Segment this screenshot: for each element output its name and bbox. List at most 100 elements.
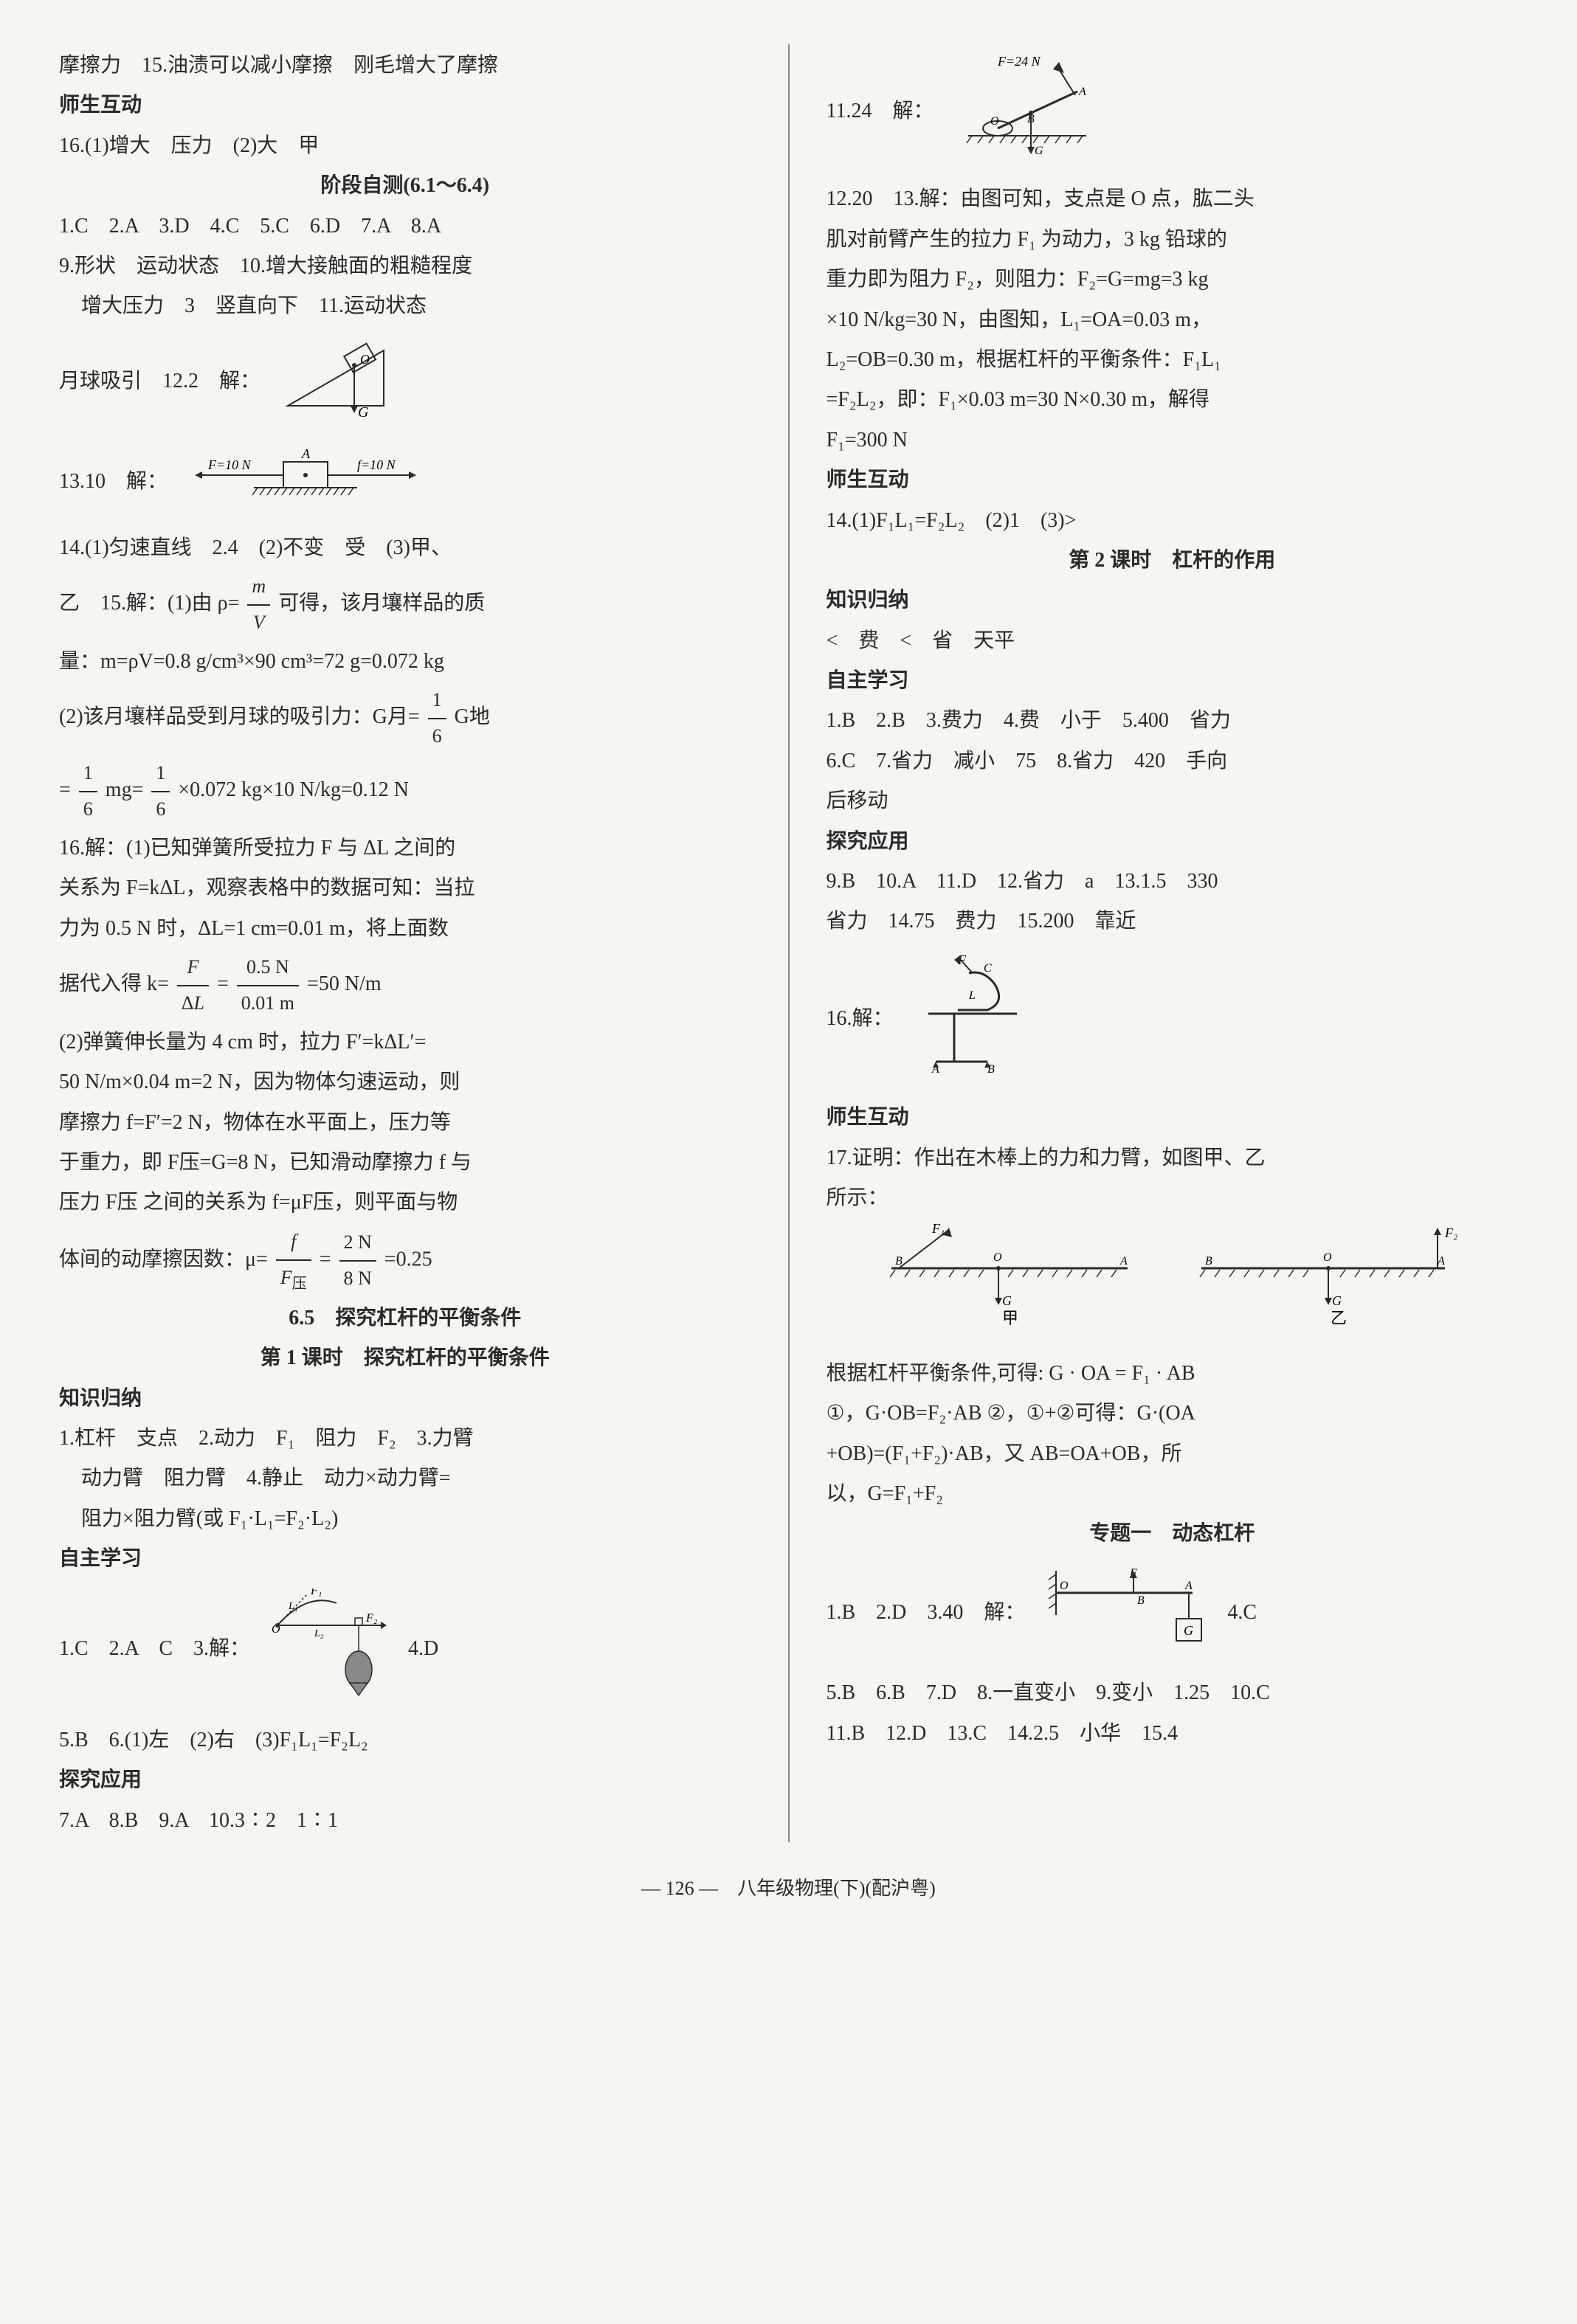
text: 阻力×阻力臂(或 F₁·L₁=F₂·L₂) <box>81 1501 751 1538</box>
text: 7.A 8.B 9.A 10.3∶2 1∶1 <box>59 1802 751 1839</box>
text: 9.B 10.A 11.D 12.省力 a 13.1.5 330 <box>827 863 1519 900</box>
text: 根据杠杆平衡条件,可得: G · OA = F₁ · AB <box>827 1355 1519 1392</box>
hanging-weight-diagram: O F B A G <box>1045 1563 1207 1664</box>
text: 11.B 12.D 13.C 14.2.5 小华 15.4 <box>827 1715 1519 1752</box>
chapter-title: 阶段自测(6.1～6.4) <box>59 167 751 204</box>
fraction: 0.5 N0.01 m <box>237 950 299 1021</box>
lesson-title: 第 1 课时 探究杠杆的平衡条件 <box>59 1340 751 1377</box>
text: 5.B 6.(1)左 (2)右 (3)F₁L₁=F₂L₂ <box>59 1722 751 1759</box>
text: 动力臂 阻力臂 4.静止 动力×动力臂= <box>81 1460 751 1497</box>
text: +OB)=(F₁+F₂)·AB，又 AB=OA+OB，所 <box>827 1436 1519 1473</box>
svg-text:L₂: L₂ <box>314 1628 324 1639</box>
section-heading: 知识归纳 <box>827 582 1519 619</box>
svg-text:G: G <box>1184 1623 1193 1638</box>
fish-lever-diagram: O L₁ F₁ F₂ L₂ <box>270 1588 388 1712</box>
text: 肌对前臂产生的拉力 F₁ 为动力，3 kg 铅球的 <box>827 221 1519 258</box>
svg-text:F₂: F₂ <box>1444 1225 1457 1240</box>
text: ×10 N/kg=30 N，由图知，L₁=OA=0.03 m， <box>827 302 1519 339</box>
text: 14.(1)匀速直线 2.4 (2)不变 受 (3)甲、 <box>59 530 751 567</box>
svg-text:L: L <box>968 989 976 1002</box>
fraction: 2 N8 N <box>339 1225 376 1296</box>
text: 所示： <box>827 1180 1519 1217</box>
svg-text:A: A <box>1119 1255 1128 1268</box>
fraction: 16 <box>79 756 97 827</box>
desk-chair-diagram: F C L A B <box>914 951 1061 1089</box>
svg-text:O: O <box>990 115 999 128</box>
section-heading: 师生互动 <box>827 462 1519 499</box>
text: 体间的动摩擦因数：μ= fF压 = 2 N8 N =0.25 <box>59 1225 751 1297</box>
text: 13.10 解： A F=10 N f=10 N <box>59 440 751 526</box>
text: = 16 mg= 16 ×0.072 kg×10 N/kg=0.12 N <box>59 756 751 827</box>
text: 14.(1)F₁L₁=F₂L₂ (2)1 (3)> <box>827 502 1519 539</box>
svg-text:A: A <box>1078 86 1086 98</box>
text: 16.解：(1)已知弹簧所受拉力 F 与 ΔL 之间的 <box>59 830 751 867</box>
section-heading: 师生互动 <box>59 87 751 124</box>
svg-text:B: B <box>1205 1255 1212 1268</box>
chapter-title: 6.5 探究杠杆的平衡条件 <box>59 1300 751 1337</box>
text: 1.C 2.A 3.D 4.C 5.C 6.D 7.A 8.A <box>59 208 751 245</box>
text: < 费 < 省 天平 <box>827 623 1519 660</box>
text: 16.解： F C L A B <box>827 944 1519 1096</box>
text: 力为 0.5 N 时，ΔL=1 cm=0.01 m，将上面数 <box>59 910 751 947</box>
fraction: FΔL <box>177 950 209 1021</box>
text: L₂=OB=0.30 m，根据杠杆的平衡条件：F₁L₁ <box>827 342 1519 378</box>
text: ①，G·OB=F₂·AB ②，①+②可得：G·(OA <box>827 1395 1519 1432</box>
fraction: 16 <box>428 683 446 754</box>
section-heading: 知识归纳 <box>59 1380 751 1417</box>
svg-text:F₂: F₂ <box>365 1612 378 1625</box>
svg-text:G: G <box>358 404 369 417</box>
text: 16.(1)增大 压力 (2)大 甲 <box>59 128 751 165</box>
section-heading: 自主学习 <box>59 1540 751 1577</box>
lesson-title: 第 2 课时 杠杆的作用 <box>827 542 1519 579</box>
text: =F₂L₂，即：F₁×0.03 m=30 N×0.30 m，解得 <box>827 381 1519 418</box>
text: F₁=300 N <box>827 422 1519 459</box>
svg-text:F₁: F₁ <box>310 1588 322 1597</box>
svg-text:A: A <box>1184 1580 1193 1592</box>
section-heading: 师生互动 <box>827 1099 1519 1136</box>
text: 月球吸引 12.2 解： O G <box>59 328 751 437</box>
fraction: fF压 <box>276 1225 311 1297</box>
svg-text:G: G <box>1035 145 1043 157</box>
text: 重力即为阻力 F₂，则阻力：F₂=G=mg=3 kg <box>827 261 1519 298</box>
svg-text:G: G <box>1332 1293 1342 1308</box>
svg-text:B: B <box>895 1255 903 1268</box>
text: 9.形状 运动状态 10.增大接触面的粗糙程度 <box>59 248 751 285</box>
right-column: 11.24 解： F=24 N A O B <box>827 44 1519 1842</box>
text: (2)该月壤样品受到月球的吸引力：G月= 16 G地 <box>59 683 751 754</box>
svg-text:O: O <box>993 1251 1002 1264</box>
text: 1.B 2.B 3.费力 4.费 小于 5.400 省力 <box>827 702 1519 739</box>
text: 5.B 6.B 7.D 8.一直变小 9.变小 1.25 10.C <box>827 1675 1519 1712</box>
svg-text:O: O <box>360 352 370 367</box>
text: 11.24 解： F=24 N A O B <box>827 47 1519 178</box>
svg-text:甲: 甲 <box>1002 1309 1018 1327</box>
lever-proof-diagrams: F₁ B O A G 甲 F₂ B O <box>841 1224 1504 1347</box>
text: 关系为 F=kΔL，观察表格中的数据可知：当拉 <box>59 870 751 907</box>
text: 压力 F压 之间的关系为 f=μF压，则平面与物 <box>59 1184 751 1221</box>
page-footer: — 126 — 八年级物理(下)(配沪粤) <box>59 1872 1518 1906</box>
text: 据代入得 k= FΔL = 0.5 N0.01 m =50 N/m <box>59 950 751 1021</box>
incline-diagram: O G <box>280 336 391 429</box>
text: 摩擦力 15.油渍可以减小摩擦 刚毛增大了摩擦 <box>59 47 751 84</box>
text: 增大压力 3 竖直向下 11.运动状态 <box>81 288 751 325</box>
text: 于重力，即 F压=G=8 N，已知滑动摩擦力 f 与 <box>59 1144 751 1181</box>
column-divider <box>788 44 790 1842</box>
section-heading: 自主学习 <box>827 663 1519 699</box>
svg-text:O: O <box>1060 1580 1069 1592</box>
section-heading: 探究应用 <box>59 1762 751 1799</box>
svg-text:F=10 N: F=10 N <box>207 457 252 472</box>
fraction: mV <box>247 570 270 640</box>
text: 摩擦力 f=F′=2 N，物体在水平面上，压力等 <box>59 1104 751 1141</box>
svg-text:C: C <box>984 962 992 975</box>
text: 1.B 2.D 3.40 解： O F B A G <box>827 1556 1519 1672</box>
text: 后移动 <box>827 783 1519 820</box>
svg-text:乙: 乙 <box>1331 1309 1347 1327</box>
section-heading: 探究应用 <box>827 823 1519 860</box>
text: 省力 14.75 费力 15.200 靠近 <box>827 903 1519 940</box>
lever-angle-diagram: F=24 N A O B G <box>953 55 1101 170</box>
text: (2)弹簧伸长量为 4 cm 时，拉力 F′=kΔL′= <box>59 1024 751 1061</box>
svg-text:O: O <box>1323 1251 1332 1264</box>
text: 1.C 2.A C 3.解： O L₁ F₁ F₂ L₂ <box>59 1581 751 1719</box>
text: 6.C 7.省力 减小 75 8.省力 420 手向 <box>827 743 1519 780</box>
svg-text:A: A <box>301 447 311 461</box>
topic-title: 专题一 动态杠杆 <box>827 1515 1519 1552</box>
